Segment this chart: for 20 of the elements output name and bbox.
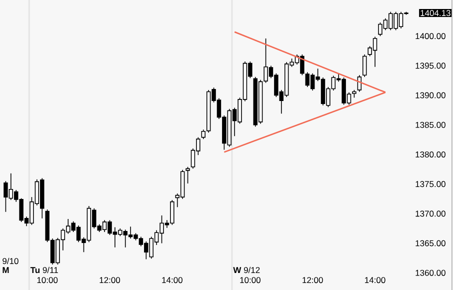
annotation: W 9/12 [233,266,260,274]
text: 1404.13 [420,10,450,16]
x-tick-label: 12:00 [100,277,120,284]
y-tick-label: 1365.00 [416,240,446,246]
y-tick-label: 1400.00 [416,33,446,40]
x-tick-label: 14:00 [162,277,182,284]
y-tick-label: 1370.00 [416,210,446,217]
annotation: 9/10 [2,258,18,264]
y-tick-label: 1360.00 [416,270,446,276]
y-tick-label: 1390.00 [416,92,446,98]
y-tick-label: 1395.00 [416,62,446,69]
x-tick-label: 10:00 [240,277,260,284]
annotation: Tu 9/11 [30,266,58,274]
y-tick-label: 1380.00 [416,151,446,158]
annotation: M [2,267,9,273]
y-tick-label: 1385.00 [416,122,446,128]
x-tick-label: 14:00 [365,277,386,284]
x-tick-label: 10:00 [37,277,58,284]
x-tick-label: 12:00 [302,277,323,284]
y-tick-label: 1375.00 [416,181,446,188]
